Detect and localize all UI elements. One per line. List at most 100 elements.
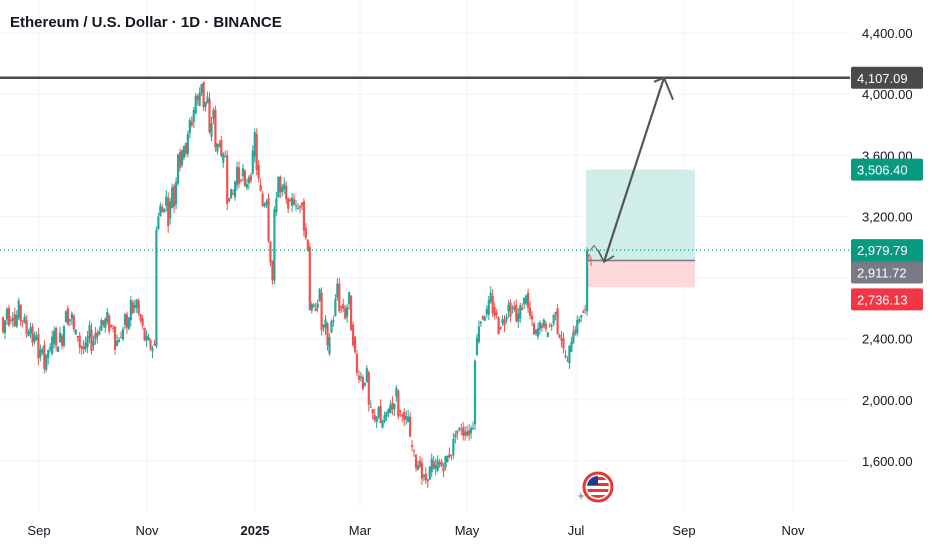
candle (55, 326, 58, 352)
candle (300, 201, 304, 210)
projection-arrow[interactable] (597, 76, 674, 264)
candle (493, 302, 496, 320)
candle (200, 83, 203, 97)
candle (353, 335, 357, 354)
candle (509, 298, 512, 323)
candle (15, 310, 18, 329)
candle (165, 189, 168, 212)
candle (511, 304, 514, 314)
candle (245, 178, 248, 191)
candle (314, 302, 317, 312)
candle (308, 242, 311, 311)
candle (503, 314, 506, 332)
candle (355, 350, 359, 377)
candle (224, 150, 227, 158)
candle (497, 316, 500, 335)
candle (560, 331, 563, 348)
candle (115, 334, 119, 347)
candle (428, 466, 431, 480)
candle (367, 370, 370, 412)
candle (379, 399, 382, 424)
candle (279, 175, 282, 199)
candle (108, 313, 111, 335)
candle (348, 291, 351, 310)
candle (507, 299, 510, 318)
time-tick: Nov (135, 523, 159, 538)
candle (401, 412, 404, 423)
candle (114, 326, 117, 355)
candle (296, 203, 300, 210)
candle (330, 319, 333, 334)
candle (440, 458, 443, 467)
candle (556, 304, 559, 335)
candle (127, 317, 130, 331)
candle (326, 322, 329, 351)
candle (235, 162, 239, 191)
candle (377, 405, 380, 419)
candle (232, 189, 235, 196)
candle (277, 176, 280, 199)
candle (306, 238, 309, 252)
candle (318, 287, 321, 302)
candle (471, 421, 475, 431)
candle (420, 457, 424, 485)
candle (239, 179, 243, 183)
target-zone[interactable] (586, 169, 695, 261)
flag-logo-icon (572, 470, 618, 506)
candle (11, 311, 14, 328)
stop-zone[interactable] (586, 260, 695, 288)
price-badges: 4,107.093,506.402,979.7916:03:202,911.72… (851, 66, 923, 311)
candle (430, 453, 433, 477)
candle (410, 439, 414, 452)
candle (106, 307, 109, 325)
candle (184, 142, 188, 157)
price-tick: 1,600.00 (862, 454, 913, 469)
candle (226, 150, 229, 211)
candle (218, 140, 221, 148)
candle (275, 192, 278, 216)
candle (576, 315, 579, 337)
candle (373, 408, 376, 423)
candle (222, 152, 225, 168)
candle (527, 288, 530, 313)
candle (25, 315, 28, 338)
candle (19, 304, 22, 327)
candle (322, 324, 325, 332)
svg-text:2,911.72: 2,911.72 (857, 265, 907, 280)
candle (568, 345, 571, 369)
candle (176, 153, 180, 186)
candle (582, 309, 585, 313)
candle (149, 338, 152, 351)
candle (214, 105, 217, 152)
candle (188, 117, 191, 139)
candle (412, 448, 416, 457)
candle (485, 305, 488, 318)
candle (530, 310, 534, 327)
candle (375, 415, 378, 429)
candle (247, 175, 250, 190)
candle (9, 315, 12, 325)
candle (49, 342, 52, 353)
candle (340, 305, 343, 314)
candle (589, 256, 593, 266)
candle (342, 298, 345, 312)
candle (271, 260, 274, 285)
candle (403, 408, 406, 427)
candle (357, 370, 361, 383)
candle (161, 204, 164, 213)
candle (302, 198, 306, 237)
candle (237, 161, 241, 189)
candle (45, 354, 48, 373)
candle (523, 297, 526, 309)
resistance-price-badge: 4,107.09 (851, 66, 923, 89)
candle (391, 396, 394, 416)
candle (249, 172, 252, 184)
candle (570, 336, 573, 353)
candle (438, 458, 441, 469)
candle (397, 389, 400, 420)
time-axis[interactable]: Sep Nov 2025 Mar May Jul Sep Nov (27, 523, 805, 538)
candle (469, 425, 473, 440)
position-zones (586, 169, 695, 288)
candle (365, 365, 368, 383)
